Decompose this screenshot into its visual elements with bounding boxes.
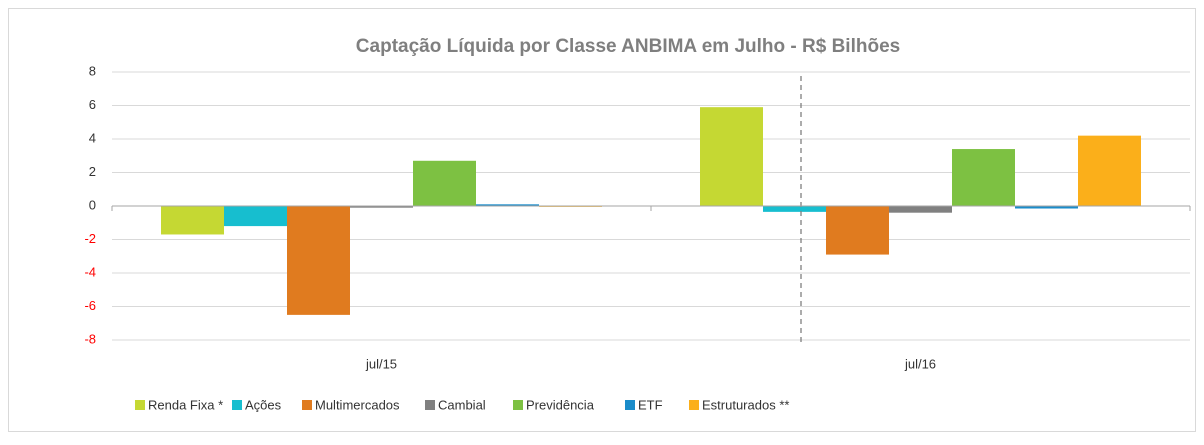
legend: Renda Fixa * Ações Multimercados Cambial Pre… xyxy=(135,397,789,412)
legend-swatch xyxy=(232,400,242,410)
axis: -8 -6 -4 -2 0 2 4 6 8 jul/15 jul/16 xyxy=(84,63,1191,371)
bar xyxy=(476,204,539,206)
bar xyxy=(700,107,763,206)
bar xyxy=(889,206,952,213)
bar xyxy=(413,160,476,206)
y-tick-label: 6 xyxy=(89,97,96,112)
legend-label: Previdência xyxy=(526,397,595,412)
chart-title: Captação Líquida por Classe ANBIMA em Ju… xyxy=(356,36,900,57)
legend-label: Renda Fixa * xyxy=(148,397,223,412)
y-tick-label: -2 xyxy=(84,231,96,246)
legend-swatch xyxy=(302,400,312,410)
legend-swatch xyxy=(135,400,145,410)
y-tick-label: -8 xyxy=(84,331,96,346)
bar xyxy=(224,206,287,227)
y-tick-label: -6 xyxy=(84,298,96,313)
x-tick-label: jul/15 xyxy=(365,356,397,371)
bar xyxy=(161,206,224,235)
y-tick-label: 2 xyxy=(89,164,96,179)
bar xyxy=(763,206,826,212)
bar xyxy=(350,206,413,208)
legend-swatch xyxy=(689,400,699,410)
legend-label: ETF xyxy=(638,397,663,412)
x-tick-label: jul/16 xyxy=(904,356,936,371)
bar xyxy=(1015,206,1078,209)
bar xyxy=(287,206,350,315)
legend-label: Estruturados ** xyxy=(702,397,789,412)
bar xyxy=(1078,135,1141,206)
legend-swatch xyxy=(513,400,523,410)
legend-swatch xyxy=(425,400,435,410)
y-tick-label: 0 xyxy=(89,197,96,212)
legend-swatch xyxy=(625,400,635,410)
bars xyxy=(161,107,1141,315)
legend-label: Multimercados xyxy=(315,397,400,412)
y-tick-label: -4 xyxy=(84,264,96,279)
legend-label: Cambial xyxy=(438,397,486,412)
legend-label: Ações xyxy=(245,397,282,412)
y-tick-label: 8 xyxy=(89,63,96,78)
y-tick-label: 4 xyxy=(89,130,96,145)
bar xyxy=(826,206,889,255)
bar xyxy=(952,149,1015,206)
